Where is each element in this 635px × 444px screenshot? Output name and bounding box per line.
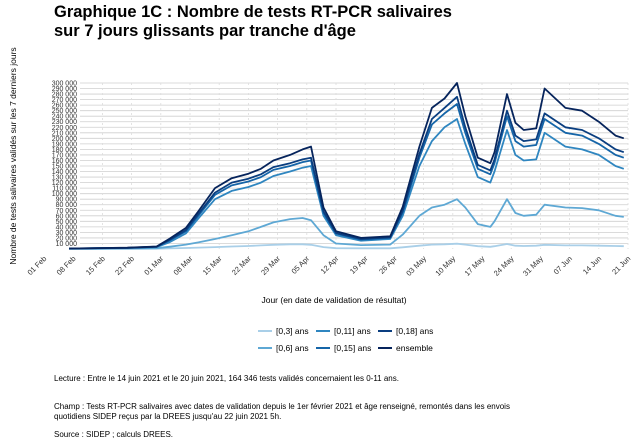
legend-label: [0,11] ans <box>334 326 371 336</box>
y-tick-label: 300 000 <box>52 81 77 88</box>
series-line <box>68 82 625 250</box>
legend-label: ensemble <box>396 343 433 353</box>
x-tick-label: 15 Feb <box>84 254 107 277</box>
x-tick-label: 31 May <box>521 254 545 278</box>
legend-item: [0,15] ans <box>316 343 371 353</box>
y-tick-label: 20 000 <box>56 235 78 242</box>
y-tick-label: 210 000 <box>52 130 77 137</box>
y-tick-label: 190 000 <box>52 141 77 148</box>
y-tick-label: 140 000 <box>52 169 77 176</box>
x-tick-label: 14 Jun <box>581 254 603 276</box>
legend-swatch <box>316 347 330 349</box>
legend-item: [0,11] ans <box>316 326 371 336</box>
series-line <box>68 198 624 250</box>
x-tick-label: 21 Jun <box>610 254 632 276</box>
x-tick-label: 24 May <box>492 254 516 278</box>
source-note: Source : SIDEP ; calculs DREES. <box>54 430 174 439</box>
legend-label: [0,15] ans <box>334 343 372 353</box>
x-tick-label: 12 Apr <box>319 254 341 276</box>
y-tick-label: 130 000 <box>52 175 77 182</box>
x-tick-label: 01 Feb <box>26 254 49 277</box>
y-tick-label: 90 000 <box>56 197 78 204</box>
x-tick-label: 01 Mar <box>142 254 165 277</box>
series-line <box>68 95 625 250</box>
x-tick-label: 22 Mar <box>230 254 253 277</box>
legend-item: [0,3] ans <box>258 326 309 336</box>
y-tick-label: 170 000 <box>52 152 77 159</box>
y-axis-label: Nombre de tests salivaires validés sur l… <box>8 47 18 264</box>
x-tick-label: 08 Feb <box>55 254 78 277</box>
x-tick-label: 26 Apr <box>377 254 399 276</box>
y-tick-label: 260 000 <box>52 103 77 110</box>
y-tick-label: 100 000 <box>52 191 77 198</box>
y-tick-label: 220 000 <box>52 125 77 132</box>
legend-swatch <box>378 330 392 332</box>
x-tick-label: 05 Apr <box>290 254 312 276</box>
y-tick-label: 80 000 <box>56 202 78 209</box>
y-tick-label: 280 000 <box>52 92 77 99</box>
legend-item: ensemble <box>378 343 433 353</box>
series-line <box>69 242 624 250</box>
legend-label: [0,3] ans <box>276 326 309 336</box>
x-tick-label: 15 Mar <box>201 254 224 277</box>
y-tick-label: 290 000 <box>52 86 77 93</box>
legend-label: [0,6] ans <box>276 343 309 353</box>
y-tick-label: 180 000 <box>52 147 77 154</box>
y-tick-label: 30 000 <box>56 230 78 237</box>
champ-note: Champ : Tests RT-PCR salivaires avec dat… <box>54 402 510 422</box>
legend-swatch <box>316 330 330 332</box>
x-tick-label: 19 Apr <box>348 254 370 276</box>
legend-label: [0,18] ans <box>396 326 434 336</box>
y-tick-label: 70 000 <box>56 208 78 215</box>
y-tick-label: 10 000 <box>56 241 78 248</box>
legend-item: [0,18] ans <box>378 326 433 336</box>
legend-swatch <box>258 330 272 332</box>
y-tick-label: 60 000 <box>56 213 78 220</box>
x-tick-label: 07 Jun <box>552 254 574 276</box>
y-tick-label: 230 000 <box>52 119 77 126</box>
chart-title-line-1: Graphique 1C : Nombre de tests RT-PCR sa… <box>54 3 452 21</box>
legend-swatch <box>258 347 272 349</box>
y-tick-label: 120 000 <box>52 180 77 187</box>
x-tick-label: 17 May <box>463 254 487 278</box>
y-tick-label: 270 000 <box>52 97 77 104</box>
y-tick-label: 40 000 <box>56 224 78 231</box>
lecture-note: Lecture : Entre le 14 juin 2021 et le 20… <box>54 374 399 383</box>
x-tick-label: 08 Mar <box>172 254 195 277</box>
y-tick-label: 150 000 <box>52 164 77 171</box>
chart-title: Graphique 1C : Nombre de tests RT-PCR sa… <box>54 3 452 41</box>
x-tick-label: 22 Feb <box>113 254 136 277</box>
y-tick-label: 250 000 <box>52 108 77 115</box>
x-tick-label: 03 May <box>404 254 428 278</box>
y-tick-label: 110 000 <box>52 186 77 193</box>
series-line <box>68 118 625 250</box>
y-tick-label: 200 000 <box>52 136 77 143</box>
y-tick-label: 50 000 <box>56 219 78 226</box>
legend-swatch <box>378 347 392 349</box>
x-tick-label: 10 May <box>433 254 457 278</box>
champ-note-line-1: Champ : Tests RT-PCR salivaires avec dat… <box>54 402 510 411</box>
champ-note-line-2: quotidiens SIDEP reçus par la DREES jusq… <box>54 412 282 421</box>
legend-item: [0,6] ans <box>258 343 309 353</box>
y-tick-label: 160 000 <box>52 158 77 165</box>
x-tick-label: 29 Mar <box>259 254 282 277</box>
x-axis-label: Jour (en date de validation de résultat) <box>261 295 406 305</box>
y-tick-label: 240 000 <box>52 114 77 121</box>
chart-title-line-2: sur 7 jours glissants par tranche d'âge <box>54 22 356 40</box>
